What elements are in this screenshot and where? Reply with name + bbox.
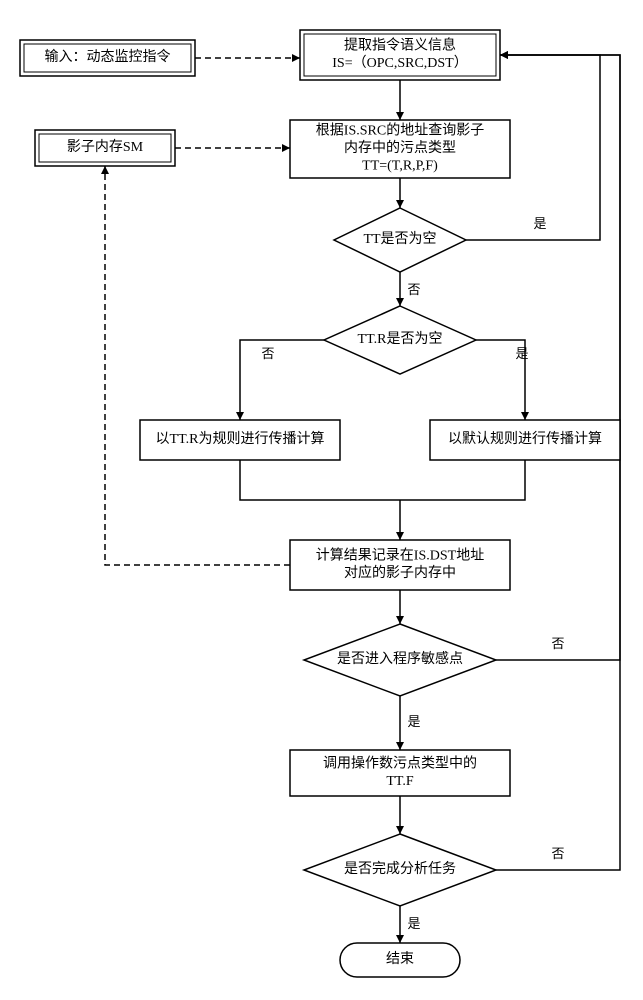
edge-label-d3-n5: 是 — [407, 714, 420, 729]
svg-text:内存中的污点类型: 内存中的污点类型 — [344, 140, 456, 156]
svg-text:提取指令语义信息: 提取指令语义信息 — [344, 36, 456, 53]
edge-label-d1-d2: 否 — [407, 282, 420, 297]
svg-text:TT=(T,R,P,F): TT=(T,R,P,F) — [362, 159, 438, 174]
edge-n3b-merge — [400, 460, 525, 500]
edge-label-d4-end: 是 — [407, 916, 420, 931]
svg-text:根据IS.SRC的地址查询影子: 根据IS.SRC的地址查询影子 — [316, 123, 484, 139]
edge-d4-no — [496, 55, 620, 870]
svg-text:以默认规则进行传播计算: 以默认规则进行传播计算 — [448, 431, 602, 447]
svg-text:是否进入程序敏感点: 是否进入程序敏感点 — [337, 650, 463, 667]
svg-text:计算结果记录在IS.DST地址: 计算结果记录在IS.DST地址 — [316, 547, 484, 563]
svg-text:结束: 结束 — [386, 951, 414, 967]
svg-text:TT.R是否为空: TT.R是否为空 — [358, 331, 443, 347]
svg-text:TT.F: TT.F — [386, 774, 414, 789]
edge-n4-sm — [105, 166, 290, 565]
svg-text:以TT.R为规则进行传播计算: 以TT.R为规则进行传播计算 — [156, 431, 325, 447]
svg-text:IS=（OPC,SRC,DST）: IS=（OPC,SRC,DST） — [332, 55, 468, 71]
svg-text:对应的影子内存中: 对应的影子内存中 — [344, 564, 456, 581]
edge-label-d3-no: 否 — [551, 636, 564, 651]
edge-label-d4-no: 否 — [551, 846, 564, 861]
svg-text:是否完成分析任务: 是否完成分析任务 — [344, 861, 456, 877]
edge-label-d2-n3a: 否 — [261, 346, 274, 361]
edge-n3a-merge — [240, 460, 400, 500]
edge-label-d1-yes: 是 — [533, 216, 546, 231]
svg-text:影子内存SM: 影子内存SM — [67, 139, 144, 155]
edge-label-d2-n3b: 是 — [515, 346, 528, 361]
svg-text:TT是否为空: TT是否为空 — [363, 231, 436, 247]
edge-d2-n3a — [240, 340, 324, 420]
svg-text:调用操作数污点类型中的: 调用操作数污点类型中的 — [323, 755, 477, 771]
svg-text:输入：动态监控指令: 输入：动态监控指令 — [45, 49, 171, 65]
